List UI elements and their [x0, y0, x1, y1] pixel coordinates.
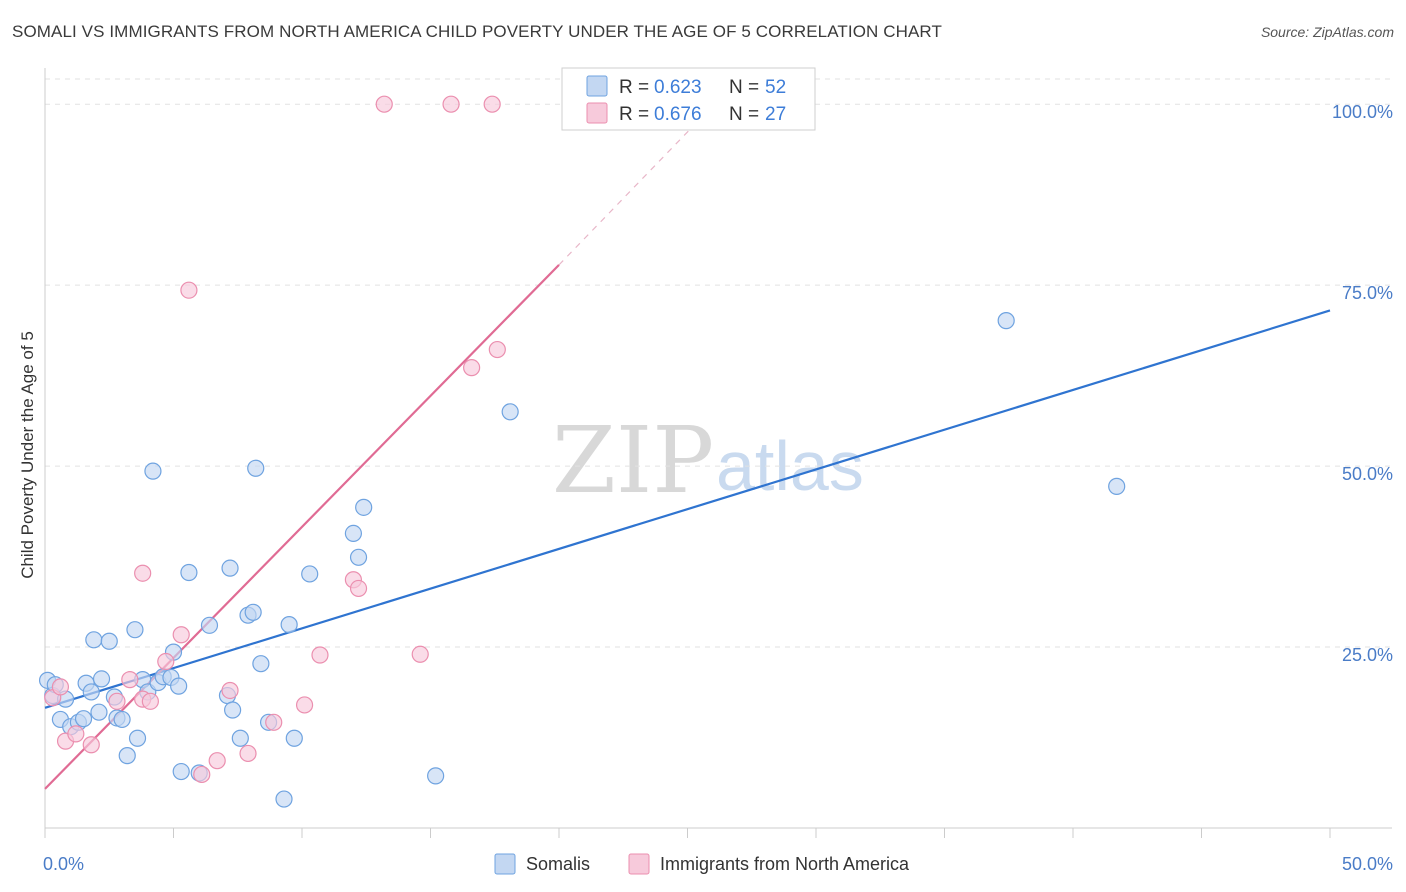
point-somalis [82, 683, 100, 701]
legend-r-value-somalis: 0.623 [654, 77, 702, 98]
trend-line-immigrants-extension [558, 118, 701, 266]
point-immigrants [180, 281, 198, 299]
point-somalis [997, 312, 1015, 330]
trend-lines [44, 118, 1331, 790]
point-somalis [231, 729, 249, 747]
point-somalis [501, 403, 519, 421]
y-axis-title: Child Poverty Under the Age of 5 [18, 331, 37, 579]
point-somalis [113, 710, 131, 729]
point-somalis [118, 747, 136, 765]
point-immigrants [442, 95, 460, 113]
point-somalis [221, 559, 239, 577]
watermark-zip: ZIP [552, 407, 714, 514]
legend-r-label-immigrants: R = [619, 104, 649, 125]
point-somalis [180, 563, 198, 582]
point-somalis [355, 498, 373, 516]
watermark: ZIP atlas [552, 407, 864, 514]
point-immigrants [82, 736, 100, 754]
point-immigrants [172, 626, 190, 644]
point-immigrants [134, 564, 152, 582]
legend-n-label-somalis: N = [729, 77, 759, 98]
series-legend-label-somalis: Somalis [526, 854, 590, 874]
point-somalis [85, 631, 103, 649]
point-immigrants [375, 95, 393, 113]
x-tick-label: 0.0% [43, 854, 84, 874]
legend-r-value-immigrants: 0.676 [654, 104, 702, 125]
point-somalis [244, 603, 262, 621]
point-immigrants [488, 340, 506, 359]
point-immigrants [411, 645, 429, 663]
legend-swatch-immigrants [586, 102, 608, 124]
point-somalis [170, 677, 188, 695]
legend-n-value-immigrants: 27 [765, 104, 786, 125]
point-immigrants [295, 696, 314, 714]
gridlines [45, 78, 1392, 648]
point-somalis [344, 524, 362, 543]
point-somalis [172, 762, 190, 781]
trend-line-immigrants [44, 264, 560, 790]
stats-legend: R = 0.623 N = 52 R = 0.676 N = 27 [561, 67, 816, 131]
series-legend-label-immigrants: Immigrants from North America [660, 854, 910, 874]
point-somalis [1108, 477, 1126, 495]
series-legend: Somalis Immigrants from North America [494, 853, 910, 875]
point-somalis [74, 710, 93, 728]
point-somalis [285, 729, 303, 747]
legend-n-label-immigrants: N = [729, 104, 759, 125]
point-somalis [128, 729, 147, 747]
legend-swatch-somalis [586, 75, 608, 97]
point-immigrants [108, 692, 126, 710]
point-somalis [252, 655, 270, 673]
point-somalis [144, 462, 162, 480]
data-points [38, 95, 1126, 808]
point-somalis [200, 616, 219, 634]
point-immigrants [121, 671, 139, 689]
point-immigrants [51, 678, 70, 696]
point-immigrants [157, 652, 175, 671]
legend-n-value-somalis: 52 [765, 77, 786, 98]
point-somalis [275, 790, 293, 808]
point-somalis [90, 703, 108, 721]
x-tick-label: 50.0% [1342, 854, 1393, 874]
point-somalis [301, 565, 319, 583]
point-immigrants [141, 692, 159, 710]
point-somalis [427, 767, 445, 785]
series-legend-swatch-somalis [494, 853, 516, 875]
series-legend-swatch-immigrants [628, 853, 650, 875]
point-immigrants [483, 95, 501, 113]
legend-r-label-somalis: R = [619, 77, 649, 98]
point-immigrants [463, 359, 481, 377]
y-tick-label: 75.0% [1342, 283, 1393, 303]
point-somalis [126, 621, 144, 639]
point-immigrants [311, 646, 329, 664]
source-note: Source: ZipAtlas.com [1260, 24, 1394, 40]
point-somalis [247, 459, 265, 477]
y-tick-label: 50.0% [1342, 464, 1393, 484]
point-somalis [92, 670, 111, 688]
trend-line-somalis [44, 309, 1331, 709]
point-somalis [280, 616, 298, 634]
point-immigrants [239, 744, 257, 763]
chart-title: SOMALI VS IMMIGRANTS FROM NORTH AMERICA … [12, 22, 942, 41]
point-immigrants [265, 713, 283, 731]
point-immigrants [349, 579, 368, 598]
point-somalis [349, 548, 368, 566]
y-tick-label: 25.0% [1342, 645, 1393, 665]
tick-labels: 25.0% 50.0% 75.0% 100.0% 0.0% 50.0% [43, 102, 1393, 874]
point-somalis [100, 632, 118, 650]
point-immigrants [193, 765, 211, 784]
y-tick-label: 100.0% [1332, 102, 1393, 122]
point-somalis [224, 701, 242, 719]
point-immigrants [208, 752, 226, 770]
point-immigrants [67, 725, 85, 743]
point-immigrants [221, 681, 239, 700]
